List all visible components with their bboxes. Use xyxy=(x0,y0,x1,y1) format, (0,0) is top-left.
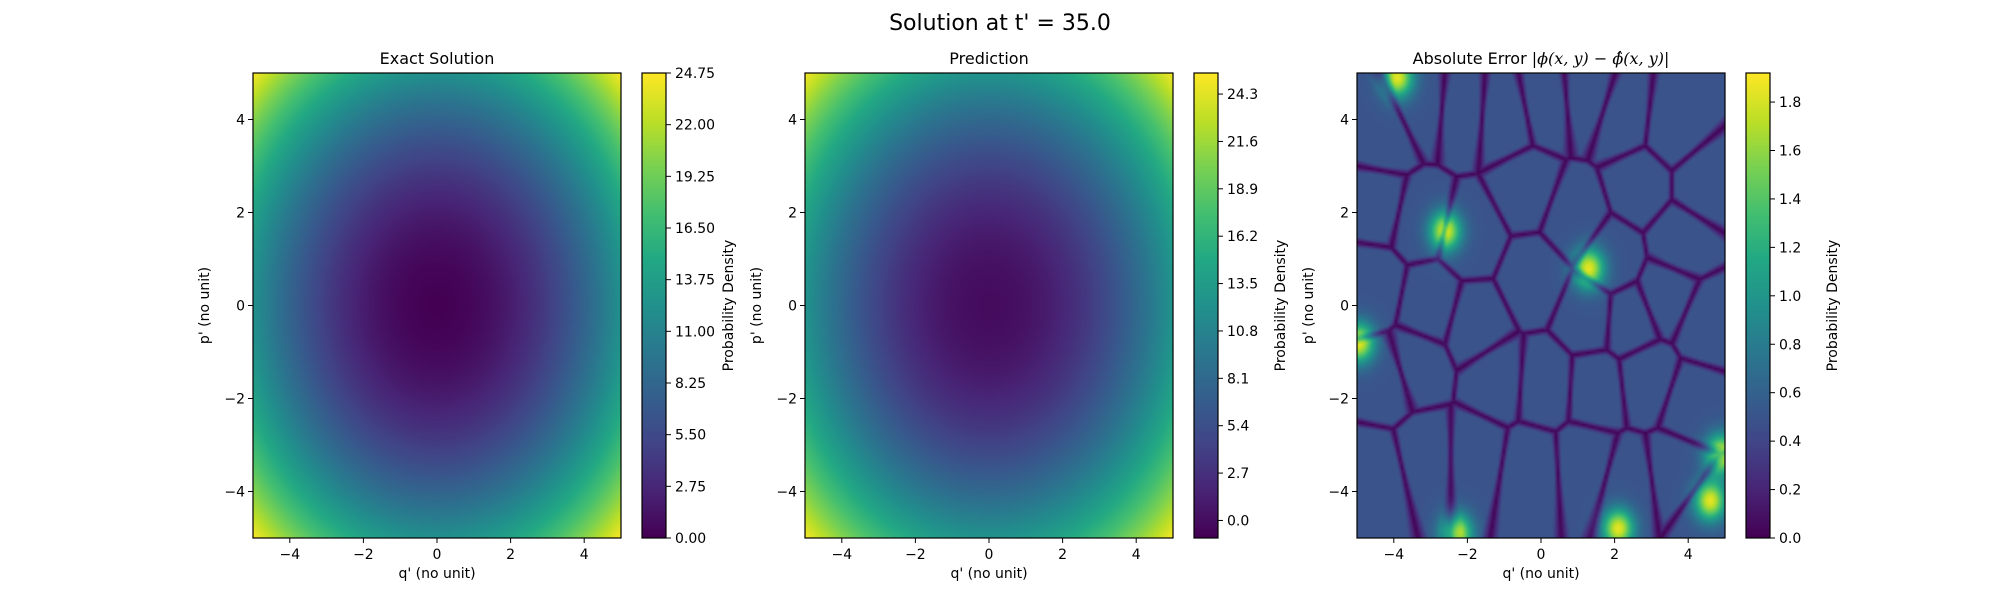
x-tick-label: 2 xyxy=(506,547,515,563)
x-tick-label: 0 xyxy=(1537,547,1546,563)
colorbar-tick-label: 11.00 xyxy=(675,324,715,340)
colorbar-tick-label: 16.2 xyxy=(1227,229,1258,245)
colorbar-gradient xyxy=(1194,73,1218,538)
x-tick-label: 0 xyxy=(985,547,994,563)
colorbar-frame xyxy=(641,72,667,539)
colorbar-tick-label: 0.8 xyxy=(1779,337,1801,353)
colorbar-tick-label: 1.2 xyxy=(1779,240,1801,256)
panel-title: Prediction xyxy=(949,49,1028,68)
colorbar-tick-label: 0.2 xyxy=(1779,483,1801,499)
colorbar-tick-label: 22.00 xyxy=(675,118,715,134)
y-tick-label: 2 xyxy=(788,206,797,222)
panel-title: Absolute Error |ϕ(x, y) − ϕ̂(x, y)| xyxy=(1413,49,1670,68)
colorbar-tick-label: 5.4 xyxy=(1227,419,1249,435)
colorbar-tick-label: 10.8 xyxy=(1227,324,1258,340)
colorbar-tick-label: 24.3 xyxy=(1227,87,1258,103)
colorbar-gradient xyxy=(1746,73,1770,538)
figure-title: Solution at t' = 35.0 xyxy=(889,11,1111,36)
panel-title-text: Absolute Error xyxy=(1413,49,1532,68)
colorbar-tick-label: 8.25 xyxy=(675,376,706,392)
colorbar-tick-label: 0.0 xyxy=(1779,531,1801,547)
y-tick-label: 0 xyxy=(1340,299,1349,315)
colorbar-tick-label: 1.4 xyxy=(1779,192,1801,208)
y-tick-label: −2 xyxy=(224,392,245,408)
colorbar-tick-label: 21.6 xyxy=(1227,134,1258,150)
x-tick-label: 2 xyxy=(1058,547,1067,563)
y-axis-label: p' (no unit) xyxy=(197,267,213,344)
panel-3: Absolute Error |ϕ(x, y) − ϕ̂(x, y)| −4 −2 0… xyxy=(1301,49,1841,582)
x-tick-label: −4 xyxy=(279,547,300,563)
colorbar-tick-label: 19.25 xyxy=(675,169,715,185)
colorbar-tick-label: 1.0 xyxy=(1779,289,1801,305)
y-tick-label: 4 xyxy=(236,113,245,129)
x-axis-label: q' (no unit) xyxy=(398,566,475,582)
y-tick-label: −4 xyxy=(776,485,797,501)
colorbar-tick-label: 16.50 xyxy=(675,221,715,237)
colorbar-tick-label: 0.6 xyxy=(1779,386,1801,402)
panel-2: Prediction −4 −2 0 2 4 −4 −2 0 2 4 q' (no unit) p' (… xyxy=(749,49,1289,582)
colorbar-label: Probability Density xyxy=(721,240,737,372)
colorbar-gradient xyxy=(642,73,666,538)
y-tick-label: 4 xyxy=(788,113,797,129)
y-tick-label: 2 xyxy=(236,206,245,222)
colorbar-tick-label: 0.0 xyxy=(1227,513,1249,529)
colorbar-tick-label: 0.4 xyxy=(1779,434,1801,450)
x-axis-label: q' (no unit) xyxy=(950,566,1027,582)
colorbar-tick-label: 24.75 xyxy=(675,66,715,82)
y-tick-label: 4 xyxy=(1340,113,1349,129)
colorbar-tick-label: 2.75 xyxy=(675,479,706,495)
colorbar: 0.00 2.75 5.50 8.25 11.00 13.75 16.50 19.25 22.0… xyxy=(641,66,737,547)
y-tick-label: 0 xyxy=(236,299,245,315)
x-tick-label: 2 xyxy=(1610,547,1619,563)
colorbar-tick-label: 0.00 xyxy=(675,531,706,547)
colorbar: 0.0 0.2 0.4 0.6 0.8 1.0 1.2 1.4 1.6 1.8 Probabilit… xyxy=(1745,72,1841,547)
x-tick-label: −2 xyxy=(905,547,926,563)
x-tick-label: −2 xyxy=(353,547,374,563)
colorbar-tick-label: 18.9 xyxy=(1227,182,1258,198)
colorbar-label: Probability Density xyxy=(1825,240,1841,372)
x-tick-label: 4 xyxy=(1684,547,1693,563)
colorbar-tick-label: 2.7 xyxy=(1227,466,1249,482)
colorbar: 0.0 2.7 5.4 8.1 10.8 13.5 16.2 18.9 21.6 24.3 Prob… xyxy=(1193,72,1289,539)
heatmap-image xyxy=(253,73,621,538)
y-tick-label: −2 xyxy=(776,392,797,408)
colorbar-frame xyxy=(1745,72,1771,539)
colorbar-tick-label: 8.1 xyxy=(1227,371,1249,387)
x-tick-label: −4 xyxy=(1383,547,1404,563)
panel-title: Exact Solution xyxy=(380,49,495,68)
y-axis-label: p' (no unit) xyxy=(749,267,765,344)
colorbar-tick-label: 1.8 xyxy=(1779,95,1801,111)
x-tick-label: 4 xyxy=(580,547,589,563)
x-tick-label: 4 xyxy=(1132,547,1141,563)
colorbar-tick-label: 5.50 xyxy=(675,428,706,444)
colorbar-tick-label: 1.6 xyxy=(1779,144,1801,160)
colorbar-tick-label: 13.5 xyxy=(1227,277,1258,293)
heatmap-image xyxy=(805,73,1173,538)
y-tick-label: 0 xyxy=(788,299,797,315)
y-tick-label: −2 xyxy=(1328,392,1349,408)
colorbar-label: Probability Density xyxy=(1273,240,1289,372)
y-tick-label: 2 xyxy=(1340,206,1349,222)
x-tick-label: −2 xyxy=(1457,547,1478,563)
x-axis-label: q' (no unit) xyxy=(1502,566,1579,582)
panel-title-formula: |ϕ(x, y) − ϕ̂(x, y)| xyxy=(1532,49,1670,68)
y-tick-label: −4 xyxy=(224,485,245,501)
panel-1: Exact Solution −4 −2 0 2 4 −4 −2 0 2 4 q' (no unit)… xyxy=(197,49,737,582)
colorbar-tick-label: 13.75 xyxy=(675,273,715,289)
y-tick-label: −4 xyxy=(1328,485,1349,501)
y-axis-label: p' (no unit) xyxy=(1301,267,1317,344)
x-tick-label: −4 xyxy=(831,547,852,563)
heatmap-image xyxy=(1357,73,1725,538)
colorbar-frame xyxy=(1193,72,1219,539)
x-tick-label: 0 xyxy=(433,547,442,563)
